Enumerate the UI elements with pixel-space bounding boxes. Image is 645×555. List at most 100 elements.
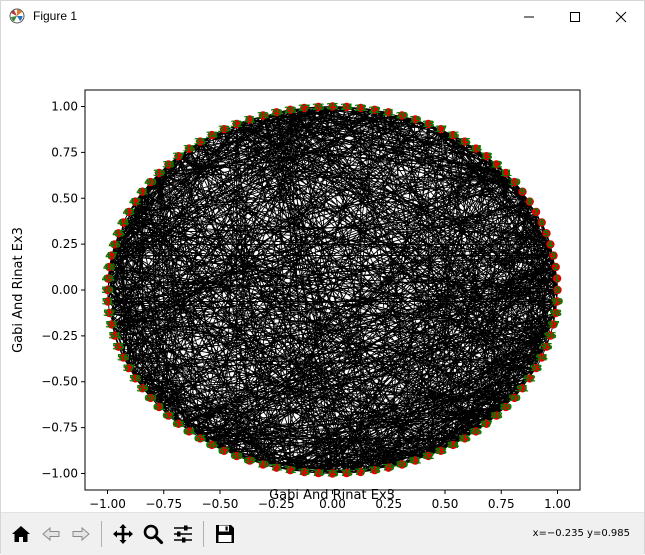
graph-node — [154, 168, 164, 178]
graph-node — [436, 446, 446, 455]
navigation-toolbar: x=−0.235 y=0.985 — [1, 512, 644, 555]
figure-canvas[interactable]: 0 1 2 3 4 5 6 7 8 9 10 11 12 13 14 15 16 17 18 19 20 21 22 23 24… — [1, 32, 644, 512]
graph-node — [356, 103, 365, 113]
sliders-icon — [173, 525, 192, 542]
graph-node — [272, 463, 281, 472]
network-plot[interactable]: 0123456789101112131415161718192021222324… — [1, 32, 644, 512]
graph-node — [232, 451, 241, 461]
graph-node — [286, 105, 295, 115]
node-label: 30 — [257, 112, 270, 122]
maximize-button[interactable] — [552, 1, 598, 32]
node-label: 88 — [490, 412, 503, 422]
node-label: 51 — [102, 298, 115, 308]
graph-node — [110, 240, 119, 249]
x-tick-label: 0.00 — [319, 497, 346, 511]
graph-node — [164, 160, 173, 169]
back-button[interactable] — [37, 520, 64, 547]
node-label: 80 — [396, 461, 409, 471]
minimize-button[interactable] — [506, 1, 552, 32]
graph-node — [510, 393, 519, 403]
node-label: 70 — [257, 461, 270, 471]
graph-node — [342, 102, 351, 112]
y-axis-label: Gabi And Rinat Ex3 — [11, 227, 26, 353]
node-label: 55 — [112, 343, 125, 353]
node-label: 53 — [105, 320, 118, 330]
x-tick-label: 0.25 — [375, 497, 402, 511]
node-label: 44 — [117, 219, 130, 229]
x-tick-label: −0.75 — [145, 497, 182, 511]
y-tick-label: −0.25 — [41, 329, 78, 343]
configure-subplots-button[interactable] — [169, 520, 196, 547]
node-label: 33 — [218, 125, 231, 135]
node-label: 41 — [136, 188, 149, 198]
node-label: 87 — [480, 420, 493, 430]
graph-node — [245, 456, 254, 465]
node-label: 81 — [409, 457, 422, 467]
graph-node — [110, 331, 119, 340]
node-label: 37 — [172, 152, 185, 162]
graph-node — [518, 384, 527, 393]
title-bar[interactable]: Figure 1 — [1, 1, 644, 32]
node-label: 90 — [508, 394, 521, 404]
toolbar-separator — [203, 521, 204, 547]
graph-node — [411, 115, 420, 124]
node-label: 83 — [435, 447, 448, 457]
graph-node — [542, 342, 551, 351]
graph-node — [131, 374, 140, 383]
graph-node — [501, 168, 511, 178]
zoom-button[interactable] — [139, 520, 166, 547]
node-label: 11 — [500, 169, 513, 179]
node-label: 48 — [103, 263, 116, 273]
minimize-icon — [524, 16, 534, 17]
graph-node — [551, 262, 560, 272]
graph-node — [300, 467, 309, 477]
node-label: 17 — [435, 125, 448, 135]
node-label: 86 — [470, 427, 483, 437]
graph-node — [328, 469, 337, 478]
node-label: 60 — [144, 394, 157, 404]
node-label: 67 — [218, 447, 231, 457]
node-label: 99 — [551, 298, 564, 308]
y-tick-label: 0.75 — [51, 145, 78, 159]
node-label: 69 — [243, 457, 256, 467]
node-label: 32 — [230, 120, 243, 130]
node-label: 57 — [123, 364, 136, 374]
graph-node — [154, 402, 164, 412]
edges-layer — [107, 106, 558, 474]
node-label: 59 — [136, 384, 149, 394]
node-label: 1 — [554, 275, 560, 285]
graph-node — [553, 285, 562, 295]
save-button[interactable] — [211, 520, 238, 547]
node-label: 36 — [183, 145, 196, 155]
graph-node — [552, 274, 562, 283]
graph-node — [448, 130, 458, 140]
forward-button[interactable] — [67, 520, 94, 547]
node-label: 79 — [382, 464, 395, 474]
node-label: 24 — [340, 103, 353, 113]
home-button[interactable] — [7, 520, 34, 547]
node-label: 14 — [470, 145, 483, 155]
node-label: 68 — [230, 452, 243, 462]
node-label: 28 — [284, 106, 297, 116]
close-icon — [615, 11, 627, 22]
graph-node — [471, 144, 481, 153]
node-label: 15 — [459, 138, 472, 148]
graph-node — [174, 152, 183, 161]
node-label: 74 — [312, 469, 325, 479]
node-label: 10 — [508, 178, 521, 188]
node-label: 45 — [112, 229, 125, 239]
pan-button[interactable] — [109, 520, 136, 547]
graph-node — [482, 152, 491, 161]
node-label: 40 — [144, 178, 157, 188]
node-label: 4 — [547, 240, 553, 250]
node-label: 7 — [533, 208, 539, 218]
node-label: 61 — [153, 403, 166, 413]
graph-node — [460, 434, 469, 443]
graph-node — [501, 402, 511, 412]
nodes-layer — [103, 102, 562, 478]
node-label: 94 — [535, 354, 548, 364]
x-tick-label: −0.50 — [202, 497, 239, 511]
close-button[interactable] — [598, 1, 644, 32]
node-label: 65 — [194, 434, 207, 444]
